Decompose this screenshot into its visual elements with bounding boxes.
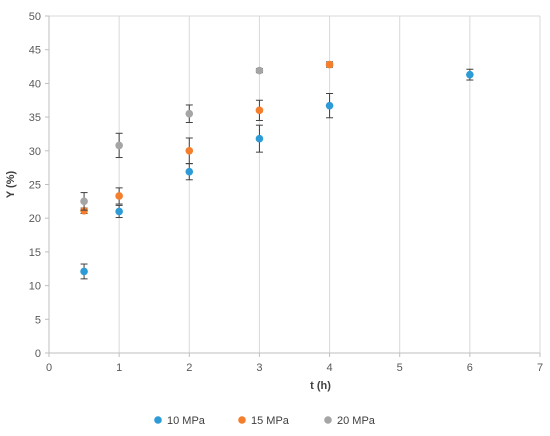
data-point — [80, 197, 88, 206]
data-point — [255, 106, 264, 115]
x-tick-label: 6 — [467, 362, 473, 374]
y-tick-label: 45 — [29, 45, 41, 57]
x-tick-label: 3 — [256, 362, 262, 374]
data-point — [185, 147, 194, 155]
y-tick-label: 30 — [29, 146, 41, 158]
y-tick-label: 15 — [29, 247, 41, 259]
grid-lines — [49, 15, 541, 353]
y-tick-label: 25 — [29, 180, 41, 192]
data-point — [80, 206, 88, 215]
data-point — [255, 134, 264, 143]
x-tick-label: 7 — [537, 362, 543, 374]
y-tick-label: 0 — [35, 348, 41, 360]
y-tick-label: 5 — [35, 314, 41, 326]
legend: 10 MPa 15 MPa 20 MPa — [154, 415, 376, 427]
legend-marker — [154, 416, 162, 424]
data-point — [115, 192, 123, 200]
x-tick-label: 0 — [46, 362, 52, 374]
legend-label: 10 MPa — [167, 415, 206, 427]
series — [80, 60, 474, 280]
legend-label: 15 MPa — [251, 415, 290, 427]
y-tick-label: 10 — [29, 281, 41, 293]
x-axis-title: t (h) — [310, 380, 331, 392]
data-point — [325, 60, 334, 69]
series-10-mpa — [80, 68, 474, 280]
x-tick-label: 4 — [327, 362, 333, 374]
data-point — [185, 109, 194, 118]
x-tick-label: 2 — [186, 362, 192, 374]
data-point — [466, 70, 474, 79]
data-point — [325, 101, 334, 110]
y-tick-label: 40 — [29, 78, 41, 90]
data-point — [80, 267, 88, 276]
data-point — [115, 207, 123, 216]
y-tick-label: 50 — [29, 11, 41, 23]
x-tick-label: 1 — [116, 362, 122, 374]
legend-label: 20 MPa — [337, 415, 376, 427]
axes — [45, 15, 541, 357]
y-tick-label: 20 — [29, 213, 41, 225]
data-point — [185, 167, 194, 176]
series-20-mpa — [80, 66, 264, 211]
series-15-mpa — [80, 60, 334, 215]
y-tick-label: 35 — [29, 112, 41, 124]
y-axis-title: Y (%) — [5, 171, 17, 199]
legend-marker — [238, 416, 246, 424]
legend-marker — [324, 416, 332, 424]
data-point — [115, 141, 123, 150]
data-point — [255, 66, 264, 75]
x-tick-label: 5 — [397, 362, 403, 374]
